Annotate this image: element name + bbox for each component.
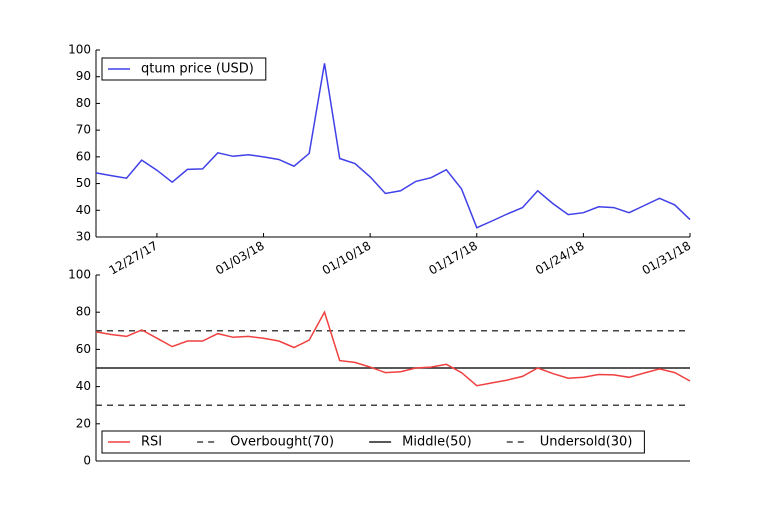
x-tick-label: 01/10/18 bbox=[320, 239, 374, 278]
x-tick-label: 01/24/18 bbox=[533, 239, 587, 278]
y-tick-label: 50 bbox=[76, 176, 91, 190]
x-tick-label: 01/03/18 bbox=[213, 239, 267, 278]
y-tick-label: 80 bbox=[76, 96, 91, 110]
legend: RSI Overbought(70) Middle(50) Undersold(30) bbox=[101, 430, 645, 454]
y-tick-label: 40 bbox=[76, 379, 91, 393]
legend-box bbox=[101, 57, 267, 81]
legend-label: qtum price (USD) bbox=[141, 62, 254, 77]
legend: qtum price (USD) bbox=[101, 57, 267, 81]
legend-label: RSI bbox=[141, 435, 162, 450]
x-tick-label: 01/31/18 bbox=[640, 239, 694, 278]
x-tick-label: 12/27/17 bbox=[106, 239, 160, 278]
y-tick-label: 0 bbox=[83, 454, 91, 468]
y-tick-label: 70 bbox=[76, 123, 91, 137]
data-line bbox=[95, 63, 691, 229]
y-tick-label: 90 bbox=[76, 69, 91, 83]
x-tick-label: 01/17/18 bbox=[426, 239, 480, 278]
y-tick-label: 40 bbox=[76, 203, 91, 217]
y-tick-label: 30 bbox=[76, 230, 91, 244]
legend-label: Overbought(70) bbox=[230, 435, 334, 450]
y-tick-label: 100 bbox=[68, 43, 91, 57]
data-line bbox=[95, 310, 691, 387]
y-tick-label: 100 bbox=[68, 268, 91, 282]
y-tick-label: 60 bbox=[76, 149, 91, 163]
legend-label: Middle(50) bbox=[402, 435, 472, 450]
y-tick-label: 20 bbox=[76, 416, 91, 430]
y-tick-label: 60 bbox=[76, 342, 91, 356]
y-tick-label: 80 bbox=[76, 305, 91, 319]
legend-label: Undersold(30) bbox=[540, 435, 633, 450]
